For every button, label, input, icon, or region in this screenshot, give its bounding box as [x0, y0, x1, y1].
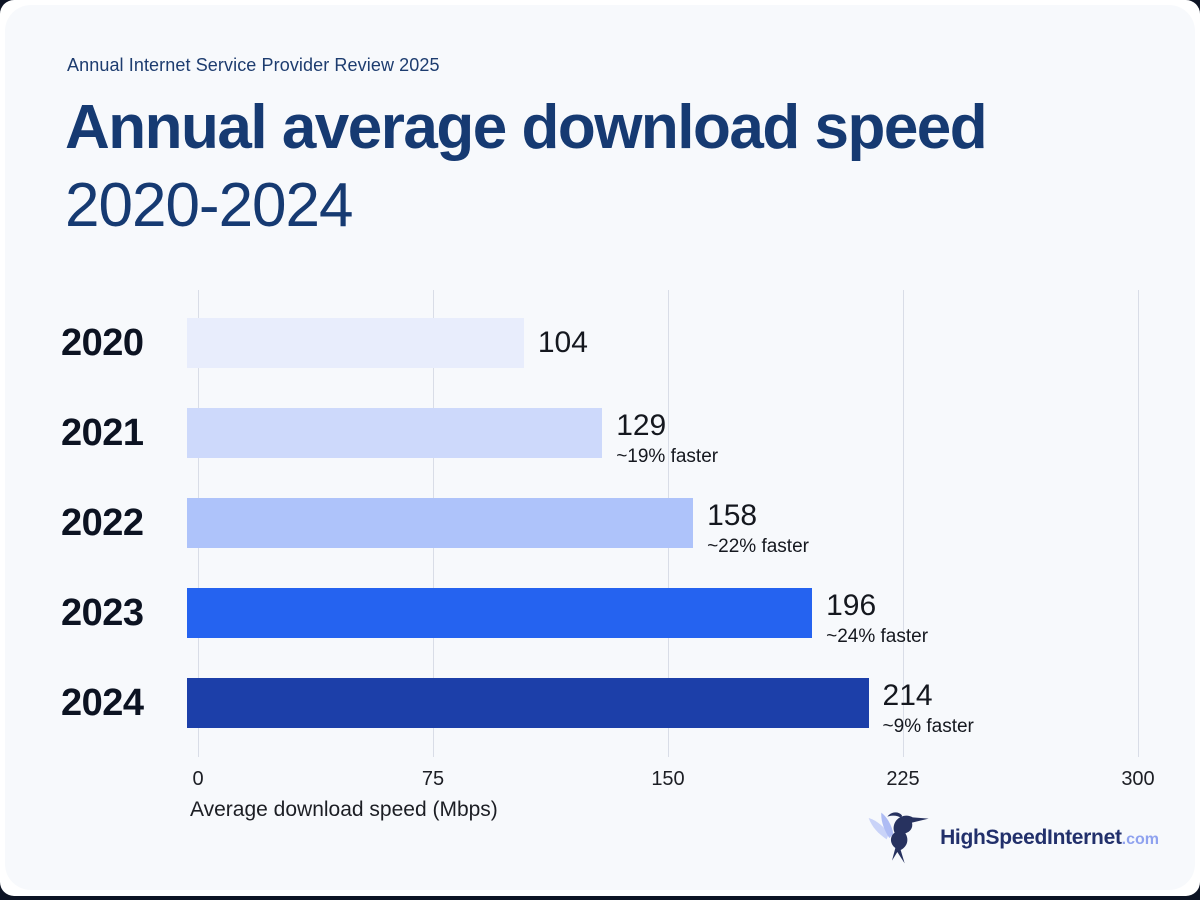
brand-name: HighSpeedInternet.com	[940, 826, 1159, 850]
year-label: 2021	[61, 411, 144, 454]
x-axis-label: Average download speed (Mbps)	[190, 798, 498, 821]
x-tick-label: 300	[1121, 768, 1155, 790]
x-tick-label: 225	[886, 768, 920, 790]
brand-logo: HighSpeedInternet.com	[866, 810, 1159, 866]
value-label: 129	[616, 409, 667, 442]
year-label: 2022	[61, 501, 144, 544]
hummingbird-icon	[868, 812, 929, 864]
bar-row: 2020 104	[5, 318, 1200, 368]
year-label: 2024	[61, 681, 144, 724]
x-tick-label: 150	[651, 768, 685, 790]
growth-note: ~19% faster	[616, 446, 719, 467]
page-title: Annual average download speed 2020-2024	[65, 89, 988, 245]
gridline	[903, 290, 904, 757]
value-label: 214	[882, 679, 933, 712]
growth-note: ~22% faster	[707, 536, 809, 557]
bar	[187, 408, 603, 458]
title-line-2: 2020-2024	[65, 171, 353, 240]
bar-row: 2022 158 ~22% faster	[5, 498, 1200, 557]
value-group: 214 ~9% faster	[883, 679, 974, 738]
bar	[187, 588, 813, 638]
year-label: 2023	[61, 591, 144, 634]
x-tick-label: 0	[192, 768, 204, 790]
bar-chart: Average download speed (Mbps) 0 75 150 225 3…	[5, 290, 1200, 835]
growth-note: ~9% faster	[882, 716, 974, 737]
year-label: 2020	[61, 321, 144, 364]
bar	[187, 678, 869, 728]
bar	[187, 318, 524, 368]
infographic-card: Annual Internet Service Provider Review …	[5, 5, 1195, 890]
eyebrow-text: Annual Internet Service Provider Review …	[67, 55, 440, 75]
value-label: 196	[826, 589, 877, 622]
bar	[187, 498, 694, 548]
title-line-1: Annual average download speed	[65, 93, 988, 162]
bar-row: 2024 214 ~9% faster	[5, 678, 1200, 737]
x-tick-label: 75	[421, 768, 445, 790]
value-group: 104	[538, 326, 588, 360]
growth-note: ~24% faster	[826, 626, 929, 647]
bar-row: 2023 196 ~24% faster	[5, 588, 1200, 647]
value-group: 196 ~24% faster	[826, 589, 928, 648]
value-label: 104	[537, 326, 588, 359]
brand-text: HighSpeedInternet	[940, 826, 1122, 849]
value-label: 158	[707, 499, 758, 532]
bar-row: 2021 129 ~19% faster	[5, 408, 1200, 467]
value-group: 158 ~22% faster	[707, 499, 809, 558]
gridline	[1138, 290, 1139, 757]
brand-tld: .com	[1121, 831, 1159, 848]
value-group: 129 ~19% faster	[616, 409, 718, 468]
